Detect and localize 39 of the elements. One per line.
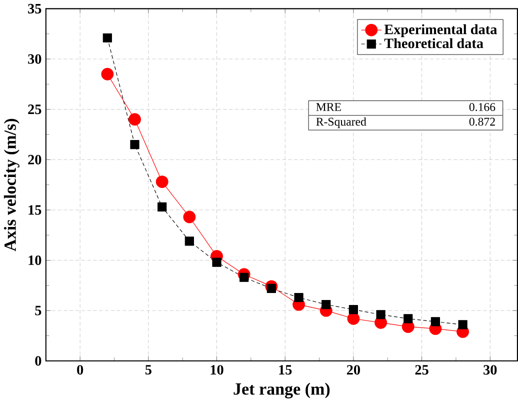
point [102,33,112,42]
x-axis-title: Jet range (m) [234,382,330,398]
y-tick-label: 20 [28,154,42,164]
point [156,175,168,188]
x-tick-label: 0 [77,364,84,375]
y-tick-label: 35 [28,4,42,14]
annotation: 0.872 [469,118,495,126]
point [130,140,140,149]
point [430,316,440,326]
point [458,320,468,330]
point [376,310,386,320]
point [294,292,304,302]
point [128,113,141,126]
x-tick-label: 15 [279,364,292,374]
legend-label: Experimental data [384,24,497,37]
point [348,304,358,314]
y-axis-title: Axis velocity (m/s) [4,118,20,252]
y-tick-label: 15 [28,205,42,215]
point [322,300,331,309]
point [183,210,196,224]
y-tick-label: 5 [35,306,42,316]
x-tick-label: 20 [346,364,360,375]
point [158,202,167,212]
annotation: R-Squared [316,117,366,128]
point [404,314,413,324]
annotation: 0.166 [469,102,496,111]
x-tick-label: 25 [415,364,428,374]
point [212,258,222,267]
y-tick-label: 10 [28,255,42,265]
x-tick-label: 5 [145,364,152,374]
legend-label: Theoretical data [384,38,484,48]
point [184,236,194,246]
annotation: MRE [316,103,341,111]
y-tick-label: 25 [28,104,42,114]
x-tick-label: 10 [210,364,224,375]
point [101,68,114,80]
y-tick-label: 0 [35,356,42,366]
y-tick-label: 30 [28,54,42,64]
x-tick-label: 30 [484,364,497,375]
